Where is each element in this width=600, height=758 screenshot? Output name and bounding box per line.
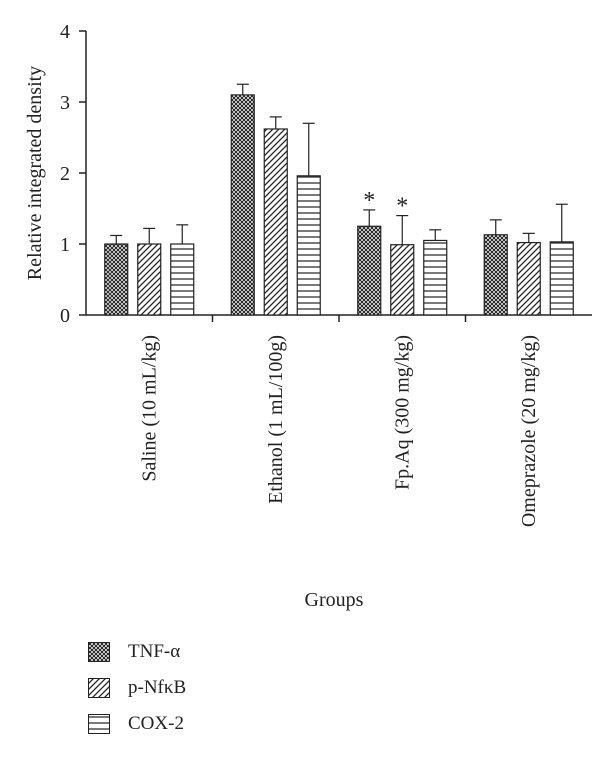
bar [263, 128, 288, 316]
y-tick-label: 1 [60, 234, 70, 256]
bar [423, 239, 448, 316]
x-tick-label: Ethanol (1 mL/100g) [265, 335, 287, 504]
bar [296, 175, 321, 316]
x-tick-label: Omeprazole (20 mg/kg) [518, 335, 540, 527]
legend-label-tnf: TNF-α [128, 641, 181, 662]
x-tick-label: Saline (10 mL/kg) [138, 335, 160, 482]
plot-area: 0 1 2 3 4 Saline (10 mL/kg) Ethanol (1 mL/100g… [60, 21, 592, 527]
legend-swatch-horizontal [88, 714, 110, 734]
y-tick-label: 4 [60, 21, 70, 43]
bar [549, 241, 574, 316]
bar [357, 225, 382, 316]
y-tick-label: 3 [60, 92, 70, 114]
y-tick-label: 0 [60, 305, 70, 327]
chart: 0 1 2 3 4 Saline (10 mL/kg) Ethanol (1 mL/100g… [24, 21, 592, 611]
bar [137, 243, 162, 316]
significance-marker: * [396, 194, 408, 220]
legend-label-pnfkb: p-NfκB [128, 677, 187, 698]
x-tick-label: Fp.Aq (300 mg/kg) [391, 335, 413, 490]
bar [516, 241, 541, 316]
legend-label-cox2: COX-2 [128, 713, 184, 734]
bar [104, 243, 129, 316]
x-axis-label: Groups [305, 589, 364, 611]
legend-swatch-diagonal [88, 678, 110, 698]
legend-swatch-crosshatch [88, 642, 110, 662]
y-tick-label: 2 [60, 163, 70, 185]
y-axis-label: Relative integrated density [24, 66, 46, 280]
bar [483, 234, 508, 316]
bar [170, 243, 195, 316]
bar [230, 94, 255, 316]
significance-marker: * [363, 188, 375, 214]
bar [390, 244, 415, 316]
